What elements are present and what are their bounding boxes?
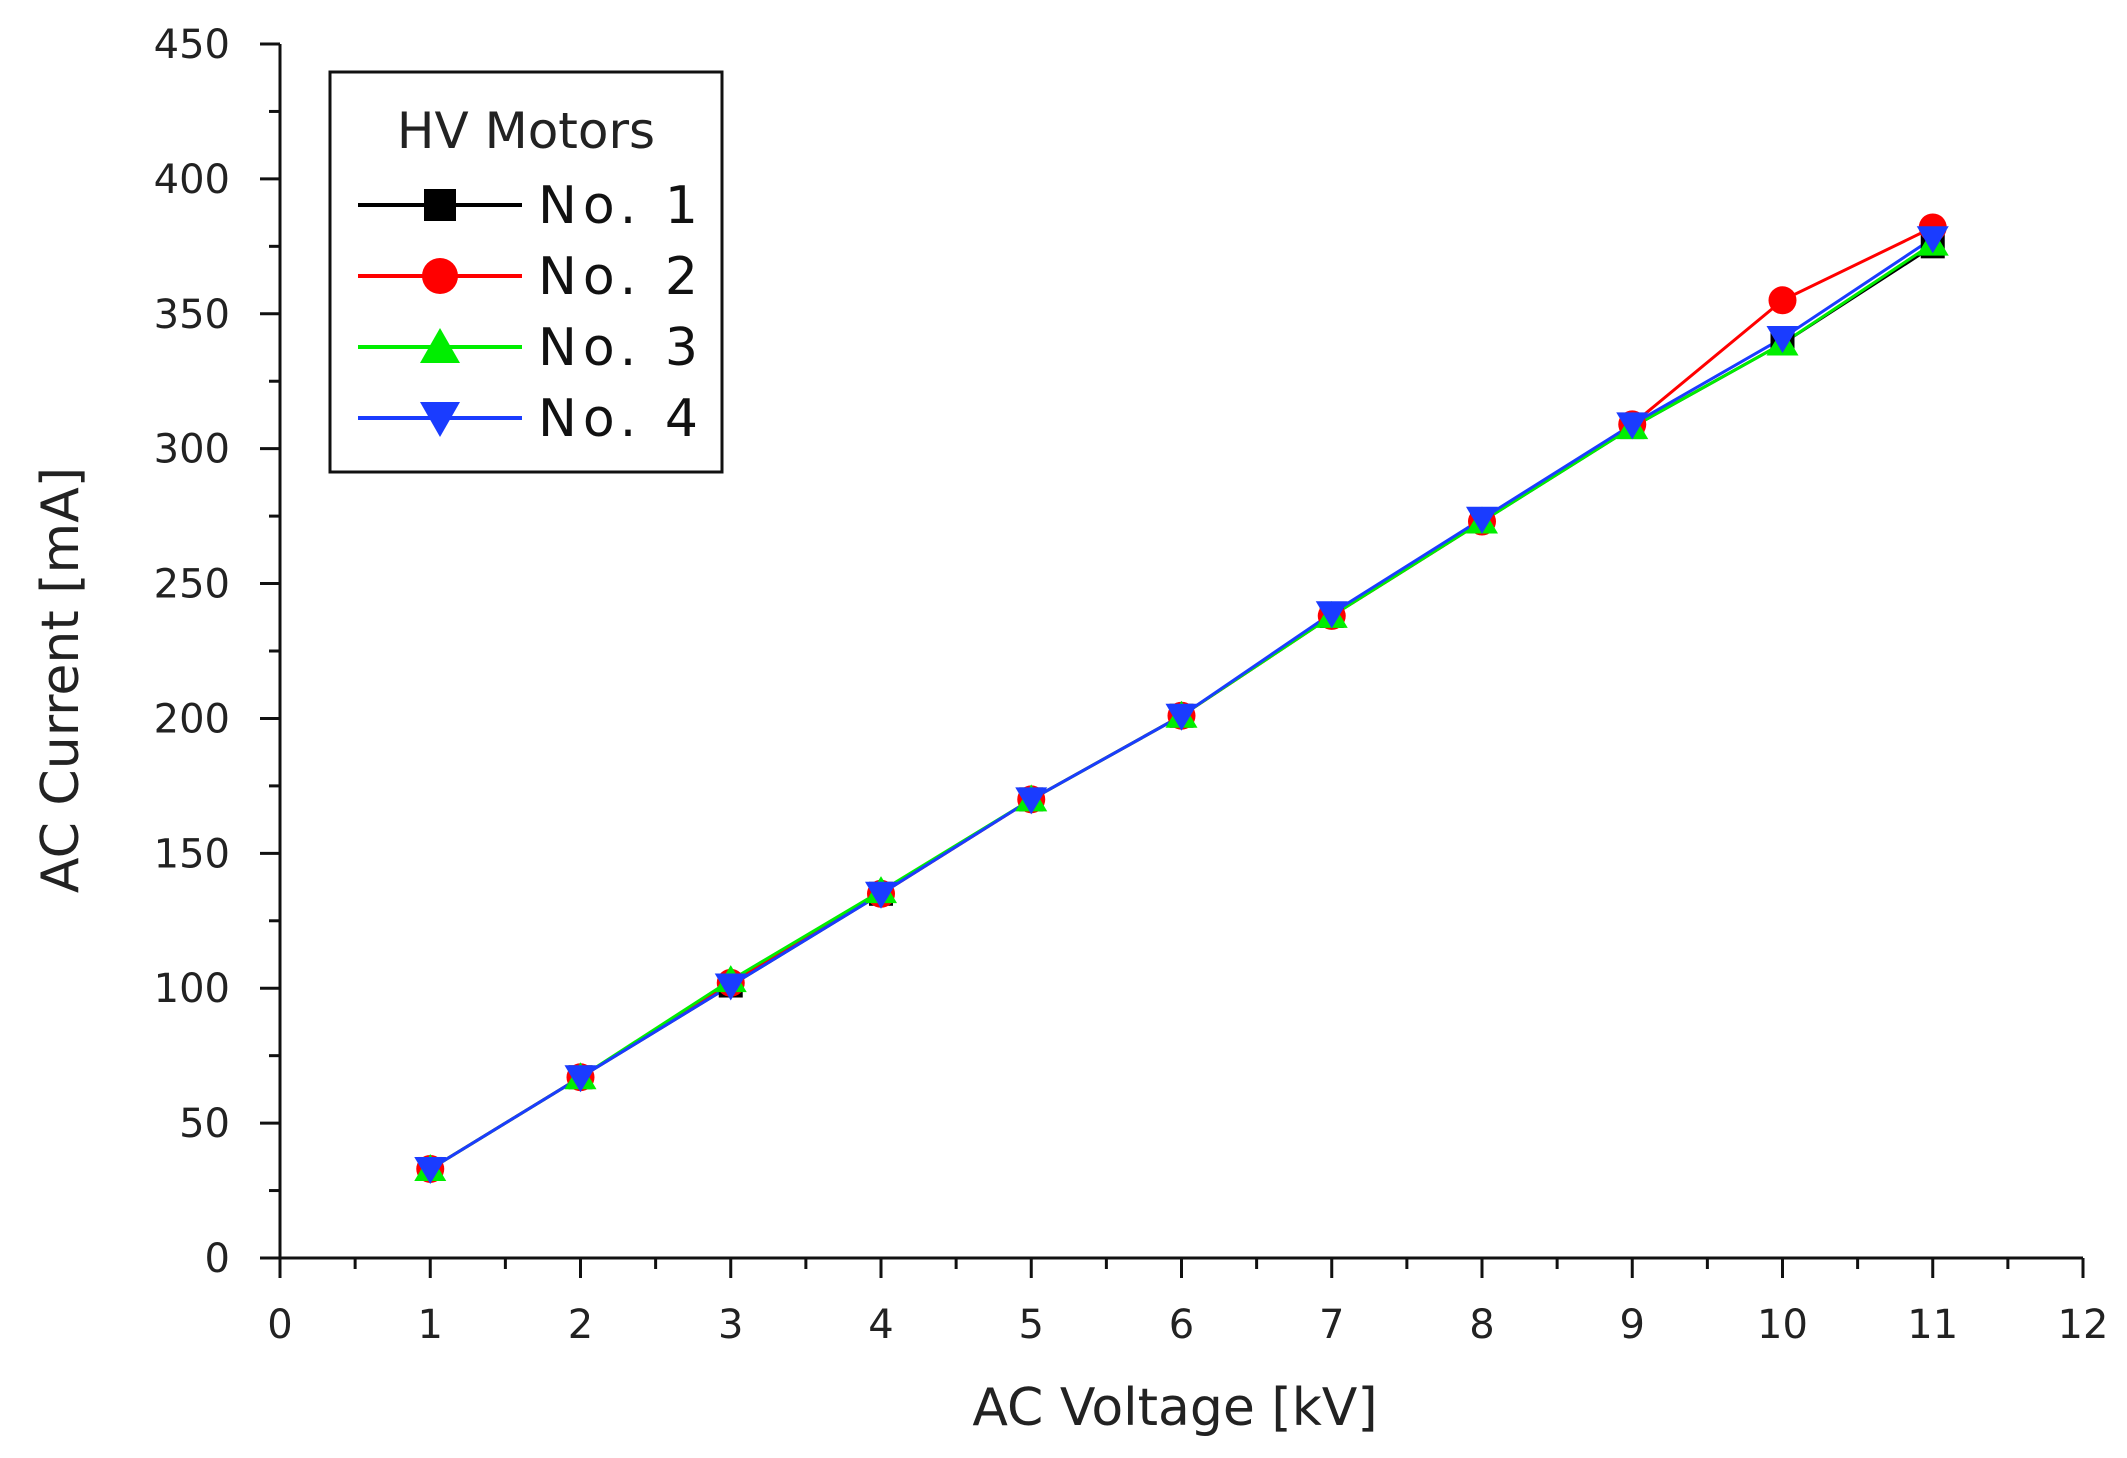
data-point-no-4	[1616, 412, 1649, 440]
x-tick-label: 10	[1757, 1302, 1808, 1348]
y-axis-title: AC Current [mA]	[31, 467, 91, 893]
data-point-no-4	[714, 973, 747, 1001]
legend-marker-no-2	[422, 258, 458, 294]
y-tick-label: 150	[154, 831, 230, 877]
y-tick-label: 350	[154, 292, 230, 338]
y-tick-label: 400	[154, 157, 230, 203]
data-point-no-4	[1466, 506, 1498, 534]
y-tick-label: 0	[205, 1236, 230, 1282]
y-tick-label: 300	[154, 427, 230, 473]
data-point-no-4	[414, 1156, 447, 1184]
legend-marker-no-3	[420, 328, 460, 363]
legend-box	[328, 70, 724, 474]
data-point-no-4	[564, 1065, 597, 1093]
y-tick-label: 250	[154, 562, 230, 608]
x-tick-label: 12	[2058, 1302, 2109, 1348]
x-tick-label: 1	[418, 1302, 443, 1348]
x-tick-label: 5	[1019, 1302, 1044, 1348]
data-point-no-4	[1015, 787, 1048, 815]
legend-label-no-2: No. 2	[538, 247, 704, 307]
legend-item-no-3: No. 3	[358, 318, 704, 378]
data-point-no-4	[865, 881, 897, 909]
series-markers	[414, 213, 1949, 1184]
data-point-no-4	[1165, 703, 1198, 731]
data-point-no-4	[1315, 601, 1348, 629]
legend-item-no-1: No. 1	[358, 176, 704, 236]
x-axis-title: AC Voltage [kV]	[972, 1378, 1377, 1438]
legend: HV Motors No. 1 No. 2 No. 3 No. 4	[328, 70, 724, 474]
data-point-no-4	[1916, 226, 1949, 254]
y-tick-label: 100	[154, 966, 230, 1012]
legend-marker-no-4	[420, 402, 460, 437]
legend-item-no-2: No. 2	[358, 247, 704, 307]
legend-entries: No. 1 No. 2 No. 3 No. 4	[358, 176, 704, 449]
x-tick-label: 11	[1907, 1302, 1958, 1348]
legend-label-no-3: No. 3	[538, 318, 704, 378]
x-tick-label: 2	[568, 1302, 593, 1348]
y-tick-label: 200	[154, 696, 230, 742]
legend-marker-no-1	[424, 189, 456, 221]
x-tick-label: 8	[1469, 1302, 1494, 1348]
x-tick-label: 0	[267, 1302, 292, 1348]
y-tick-label: 50	[179, 1101, 230, 1147]
x-tick-label: 7	[1319, 1302, 1344, 1348]
axes: 0 1 2 3 4 5 6 7 8 9 10 11 12050100150200250300350400…	[154, 22, 2109, 1348]
x-tick-label: 3	[718, 1302, 743, 1348]
x-tick-label: 9	[1620, 1302, 1645, 1348]
y-tick-label: 450	[154, 22, 230, 68]
data-point-no-4	[1766, 326, 1799, 354]
x-tick-label: 4	[868, 1302, 893, 1348]
legend-item-no-4: No. 4	[358, 389, 704, 449]
legend-label-no-4: No. 4	[538, 389, 704, 449]
legend-title: HV Motors	[397, 102, 655, 160]
legend-label-no-1: No. 1	[538, 176, 704, 236]
data-point-no-2	[1768, 286, 1797, 315]
x-tick-label: 6	[1169, 1302, 1194, 1348]
